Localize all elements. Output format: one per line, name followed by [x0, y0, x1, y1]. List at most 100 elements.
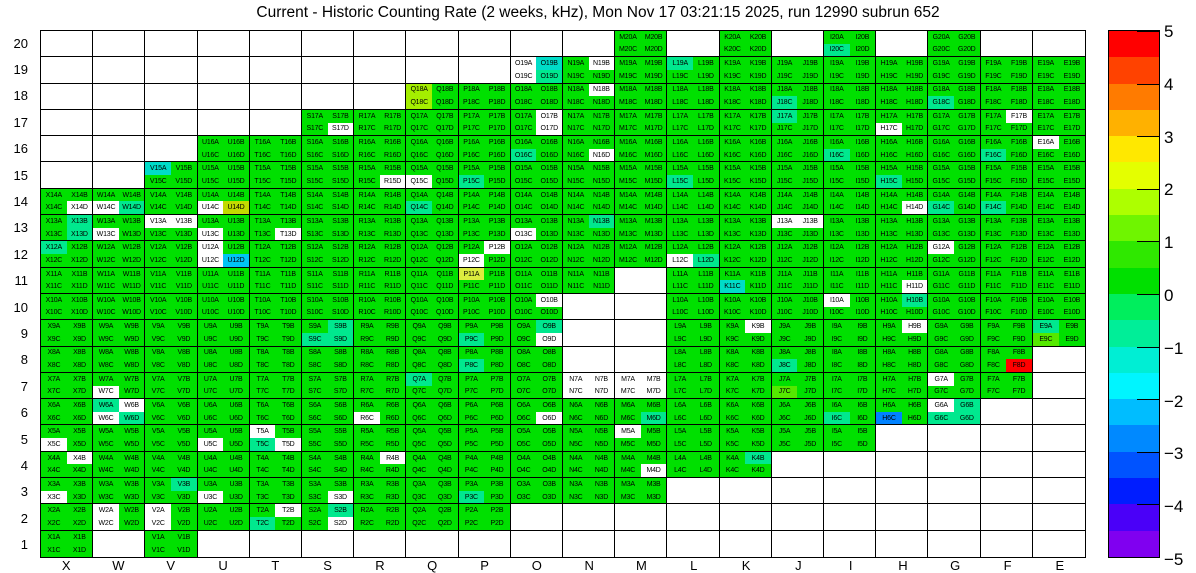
heatmap-bin: N4D — [588, 464, 615, 478]
heatmap-bin: M17D — [640, 122, 667, 136]
heatmap-bin: P4A — [458, 451, 485, 465]
heatmap-bin: T15D — [275, 175, 301, 188]
heatmap-bin: P16B — [484, 136, 510, 149]
heatmap-bin: V8B — [170, 346, 197, 360]
heatmap-bin: X4D — [66, 464, 93, 478]
heatmap-bin: K6A — [719, 399, 746, 412]
heatmap-bin: U7C — [197, 385, 224, 399]
heatmap-bin: V9D — [170, 332, 197, 346]
heatmap-bin: E11A — [1032, 267, 1059, 281]
heatmap-bin: U4A — [197, 451, 224, 465]
heatmap-bin: I18B — [849, 83, 876, 97]
heatmap-bin: O11B — [536, 267, 562, 281]
heatmap-bin: J8C — [771, 359, 798, 372]
heatmap-bin: N18D — [588, 96, 615, 109]
heatmap-bin: W12A — [93, 241, 119, 255]
heatmap-cell-X20 — [41, 31, 94, 58]
heatmap-bin: J15B — [797, 162, 823, 176]
heatmap-bin: V12D — [170, 254, 197, 267]
heatmap-bin: W6B — [118, 399, 145, 412]
heatmap-bin: G19A — [928, 57, 954, 70]
heatmap-bin: M7C — [615, 385, 641, 399]
heatmap-bin: H8A — [876, 346, 902, 360]
heatmap-cell-J18: J18A J18B J18C J18D — [771, 83, 824, 110]
heatmap-cell-K18: K18A K18B K18C K18D — [719, 83, 772, 110]
heatmap-cell-V10: V10A V10B V10C V10D — [145, 293, 198, 321]
heatmap-bin: N15A — [563, 162, 589, 176]
x-axis-label: I — [848, 558, 853, 573]
heatmap-bin: G14A — [928, 188, 954, 202]
heatmap-cell-N9 — [563, 320, 616, 347]
heatmap-bin: I9A — [824, 320, 850, 333]
heatmap-cell-Q17: Q17A Q17B Q17C Q17D — [406, 109, 459, 137]
heatmap-bin: Q5A — [406, 425, 432, 439]
heatmap-bin: R11B — [379, 267, 406, 281]
heatmap-bin: W4C — [93, 464, 119, 478]
heatmap-cell-L2 — [667, 504, 720, 531]
heatmap-bin: H6B — [901, 399, 928, 412]
heatmap-bin: P14B — [484, 188, 510, 202]
heatmap-cell-H15: H15A H15B H15C H15D — [876, 162, 929, 189]
heatmap-bin: W5A — [93, 425, 119, 439]
heatmap-bin: S13C — [302, 227, 328, 241]
heatmap-bin: K6B — [745, 399, 771, 412]
heatmap-cell-M11 — [615, 267, 668, 294]
heatmap-cell-G5 — [928, 425, 981, 452]
heatmap-bin: E13A — [1032, 215, 1059, 228]
heatmap-bin: Q13C — [406, 227, 432, 241]
heatmap-bin: O19A — [510, 57, 537, 70]
heatmap-bin: V4D — [170, 464, 197, 478]
heatmap-bin: Q16A — [406, 136, 432, 149]
heatmap-cell-N20 — [563, 31, 616, 58]
heatmap-bin: H14B — [901, 188, 928, 202]
heatmap-bin: F12D — [1006, 254, 1032, 267]
heatmap-cell-I15: I15A I15B I15C I15D — [824, 162, 877, 189]
heatmap-bin: P9C — [458, 332, 485, 346]
colorbar-tick — [1137, 346, 1159, 348]
heatmap-bin: R9D — [379, 332, 406, 346]
heatmap-bin: N13D — [588, 227, 615, 241]
heatmap-bin: V5D — [170, 438, 197, 451]
heatmap-bin: J9B — [797, 320, 823, 333]
heatmap-bin: F15C — [980, 175, 1007, 188]
heatmap-bin: J5A — [771, 425, 798, 439]
heatmap-bin: H15A — [876, 162, 902, 176]
heatmap-cell-E12: E12A E12B E12C E12D — [1032, 241, 1085, 268]
heatmap-bin: U5C — [197, 438, 224, 451]
heatmap-bin: N14C — [563, 201, 589, 215]
heatmap-cell-T16: T16A T16B T16C T16D — [249, 136, 302, 163]
heatmap-bin: R14A — [354, 188, 380, 202]
heatmap-bin: G18A — [928, 83, 954, 97]
heatmap-bin: G20D — [953, 43, 980, 57]
heatmap-bin: Q10A — [406, 293, 432, 307]
heatmap-bin: V1D — [170, 543, 197, 557]
heatmap-bin: G12B — [953, 241, 980, 255]
heatmap-bin: V5A — [145, 425, 171, 439]
heatmap-bin: Q12D — [431, 254, 458, 267]
heatmap-cell-K17: K17A K17B K17C K17D — [719, 109, 772, 137]
heatmap-bin: H19B — [901, 57, 928, 70]
heatmap-bin: V8A — [145, 346, 171, 360]
heatmap-bin: M17C — [615, 122, 641, 136]
heatmap-cell-H9: H9A H9B H9C H9D — [876, 320, 929, 347]
heatmap-bin: Q15A — [406, 162, 432, 176]
heatmap-bin: I6D — [849, 411, 876, 425]
heatmap-bin: O4C — [510, 464, 537, 478]
heatmap-bin: N16C — [563, 148, 589, 162]
heatmap-bin: F9D — [1006, 332, 1032, 346]
heatmap-bin: F16B — [1006, 136, 1032, 149]
heatmap-bin: P12C — [458, 254, 485, 267]
heatmap-bin: I13C — [824, 227, 850, 241]
heatmap-bin: O4B — [536, 451, 562, 465]
heatmap-cell-X1: X1A X1B X1C X1D — [41, 530, 94, 557]
heatmap-bin: R17C — [354, 122, 380, 136]
heatmap-cell-H11: H11A H11B H11C H11D — [876, 267, 929, 294]
heatmap-bin: H19D — [901, 69, 928, 83]
heatmap-bin: G11C — [928, 280, 954, 293]
heatmap-bin: P2C — [458, 517, 485, 530]
heatmap-cell-U1 — [197, 530, 250, 557]
heatmap-bin: S11C — [302, 280, 328, 293]
heatmap-bin: Q5D — [431, 438, 458, 451]
heatmap-bin: Q7B — [431, 372, 458, 386]
heatmap-bin: K19B — [745, 57, 771, 70]
